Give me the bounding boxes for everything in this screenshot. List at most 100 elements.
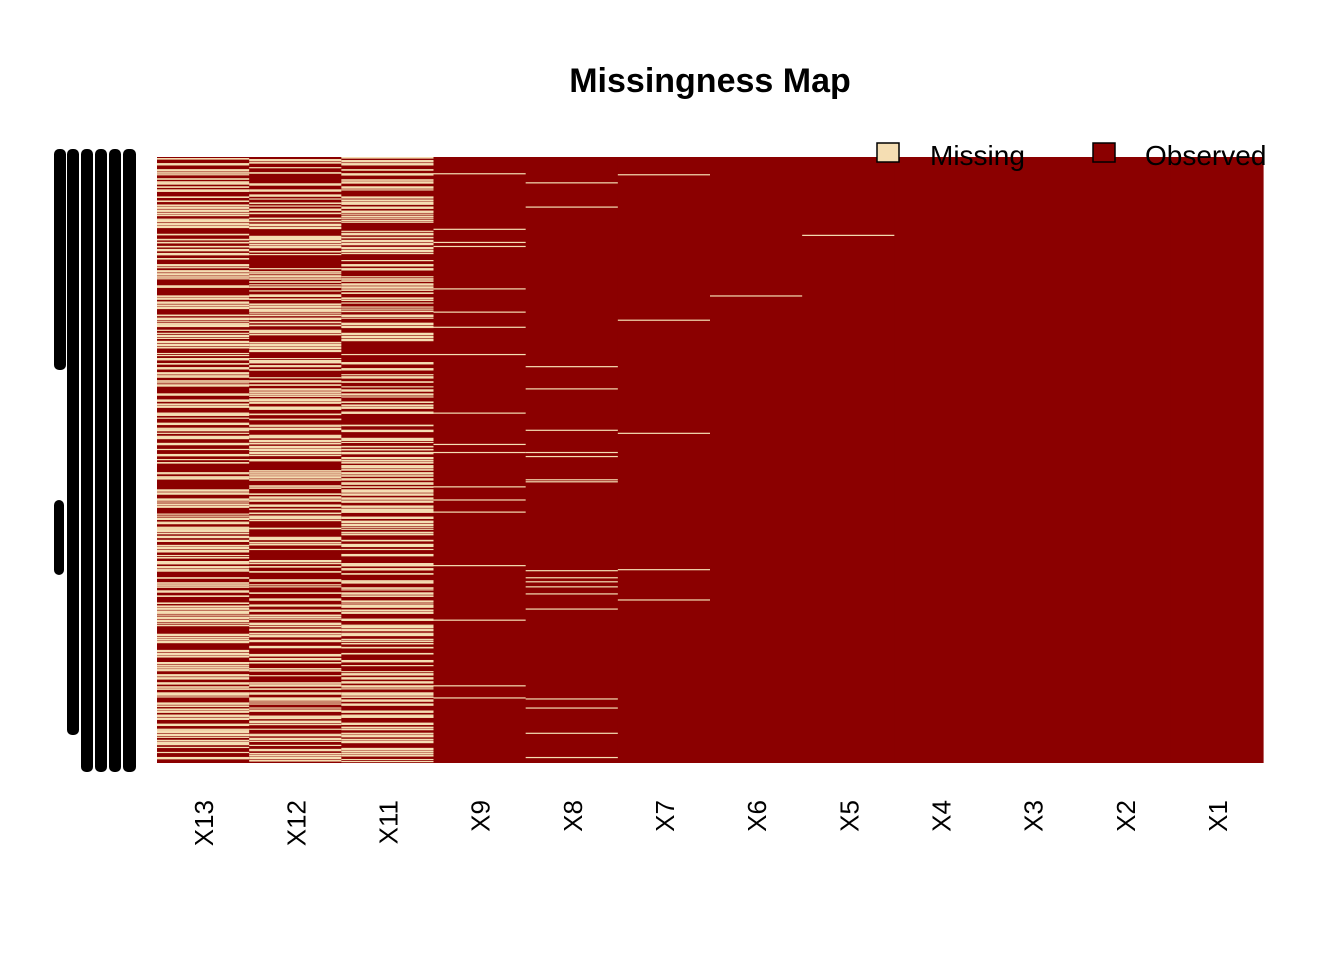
missing-cell-x7 (617, 569, 711, 571)
missing-cell-x11 (341, 332, 435, 336)
missing-cell-x12 (249, 474, 342, 476)
missing-cell-x12 (249, 425, 342, 427)
missing-cell-x12 (249, 406, 342, 408)
missing-cell-x12 (249, 278, 342, 280)
missing-cell-x12 (249, 734, 342, 737)
missing-cell-x12 (249, 159, 342, 162)
missing-cell-x13 (157, 413, 250, 416)
missing-cell-x12 (249, 350, 342, 353)
missing-cell-x12 (249, 303, 342, 306)
missing-cell-x11 (341, 509, 435, 511)
missing-cell-x11 (341, 335, 435, 339)
missing-cell-x13 (157, 702, 250, 705)
missing-cell-x13 (157, 669, 250, 671)
missing-cell-x13 (157, 432, 250, 434)
missing-cell-x13 (157, 566, 250, 569)
missing-cell-x13 (157, 324, 250, 328)
missing-cell-x13 (157, 343, 250, 347)
missing-cell-x12 (249, 563, 342, 565)
missing-cell-x8 (525, 732, 619, 734)
missing-cell-x7 (617, 599, 711, 601)
missing-cell-x13 (157, 375, 250, 377)
missing-cell-x11 (341, 714, 435, 716)
missing-cell-x11 (341, 280, 435, 282)
missing-cell-x12 (249, 645, 342, 649)
missing-cell-x11 (341, 693, 435, 696)
missing-cell-x12 (249, 662, 342, 664)
missing-cell-x13 (157, 186, 250, 188)
missing-cell-x9 (433, 412, 527, 414)
missing-cell-x13 (157, 736, 250, 738)
missing-cell-x11 (341, 338, 435, 342)
missing-cell-x12 (249, 754, 342, 757)
missing-cell-x13 (157, 270, 250, 273)
missing-cell-x11 (341, 181, 435, 184)
missing-cell-x13 (157, 245, 250, 248)
missing-cell-x13 (157, 285, 250, 287)
missing-cell-x9 (433, 353, 527, 356)
missing-cell-x13 (157, 705, 250, 708)
missing-cell-x12 (249, 250, 342, 253)
missing-cell-x12 (249, 377, 342, 379)
missing-cell-x11 (341, 595, 435, 597)
missing-cell-x13 (157, 529, 250, 533)
missing-cell-x13 (157, 295, 250, 297)
missing-cell-x12 (249, 305, 342, 308)
missing-cell-x11 (341, 500, 435, 503)
missing-cell-x12 (249, 436, 342, 439)
missing-cell-x12 (249, 639, 342, 643)
missing-cell-x13 (157, 301, 250, 304)
missing-cell-x8 (525, 429, 619, 431)
missing-cell-x8 (525, 570, 619, 572)
missing-cell-x11 (341, 625, 435, 629)
x-tick-label-x11: X11 (373, 800, 403, 844)
missing-cell-x13 (157, 367, 250, 370)
missing-cell-x12 (249, 748, 342, 752)
missing-cell-x9 (433, 173, 527, 175)
missing-cell-x13 (157, 278, 250, 280)
missing-cell-x8 (525, 608, 619, 610)
chart-title: Missingness Map (569, 62, 851, 100)
missing-cell-x11 (341, 568, 435, 571)
missing-cell-x12 (249, 618, 342, 620)
missing-cell-x9 (433, 451, 527, 454)
missing-cell-x12 (249, 189, 342, 192)
missing-cell-x11 (341, 197, 435, 199)
missing-cell-x11 (341, 376, 435, 379)
missing-cell-x11 (341, 297, 435, 300)
row-label-overplot-6 (123, 149, 136, 772)
missing-cell-x13 (157, 649, 250, 653)
legend-swatch-observed (1092, 142, 1116, 163)
missing-cell-x11 (341, 545, 435, 548)
missing-cell-x11 (341, 600, 435, 603)
missing-cell-x12 (249, 243, 342, 246)
missing-cell-x13 (157, 196, 250, 199)
missing-cell-x11 (341, 696, 435, 698)
missing-cell-x13 (157, 314, 250, 317)
missing-cell-x13 (157, 372, 250, 375)
missing-cell-x12 (249, 344, 342, 347)
missing-cell-x12 (249, 369, 342, 371)
missing-cell-x13 (157, 286, 250, 288)
legend: Missing Observed (876, 140, 1266, 171)
missing-cell-x13 (157, 674, 250, 677)
missing-cell-x9 (433, 241, 527, 244)
missing-cell-x13 (157, 584, 250, 586)
missing-cell-x12 (249, 442, 342, 445)
missing-cell-x12 (249, 183, 342, 186)
missing-cell-x11 (341, 475, 435, 477)
missing-cell-x13 (157, 206, 250, 209)
column-observed-x4 (894, 157, 988, 763)
missing-cell-x11 (341, 652, 435, 655)
missing-cell-x13 (157, 225, 250, 229)
missing-cell-x13 (157, 403, 250, 406)
missing-cell-x11 (341, 317, 435, 319)
missing-cell-x12 (249, 435, 342, 437)
missing-cell-x11 (341, 754, 435, 757)
missing-cell-x12 (249, 584, 342, 586)
missing-cell-x11 (341, 510, 435, 513)
missing-cell-x13 (157, 472, 250, 474)
missing-cell-x12 (249, 223, 342, 227)
column-observed-x1 (1170, 157, 1264, 763)
missing-cell-x8 (525, 756, 619, 759)
